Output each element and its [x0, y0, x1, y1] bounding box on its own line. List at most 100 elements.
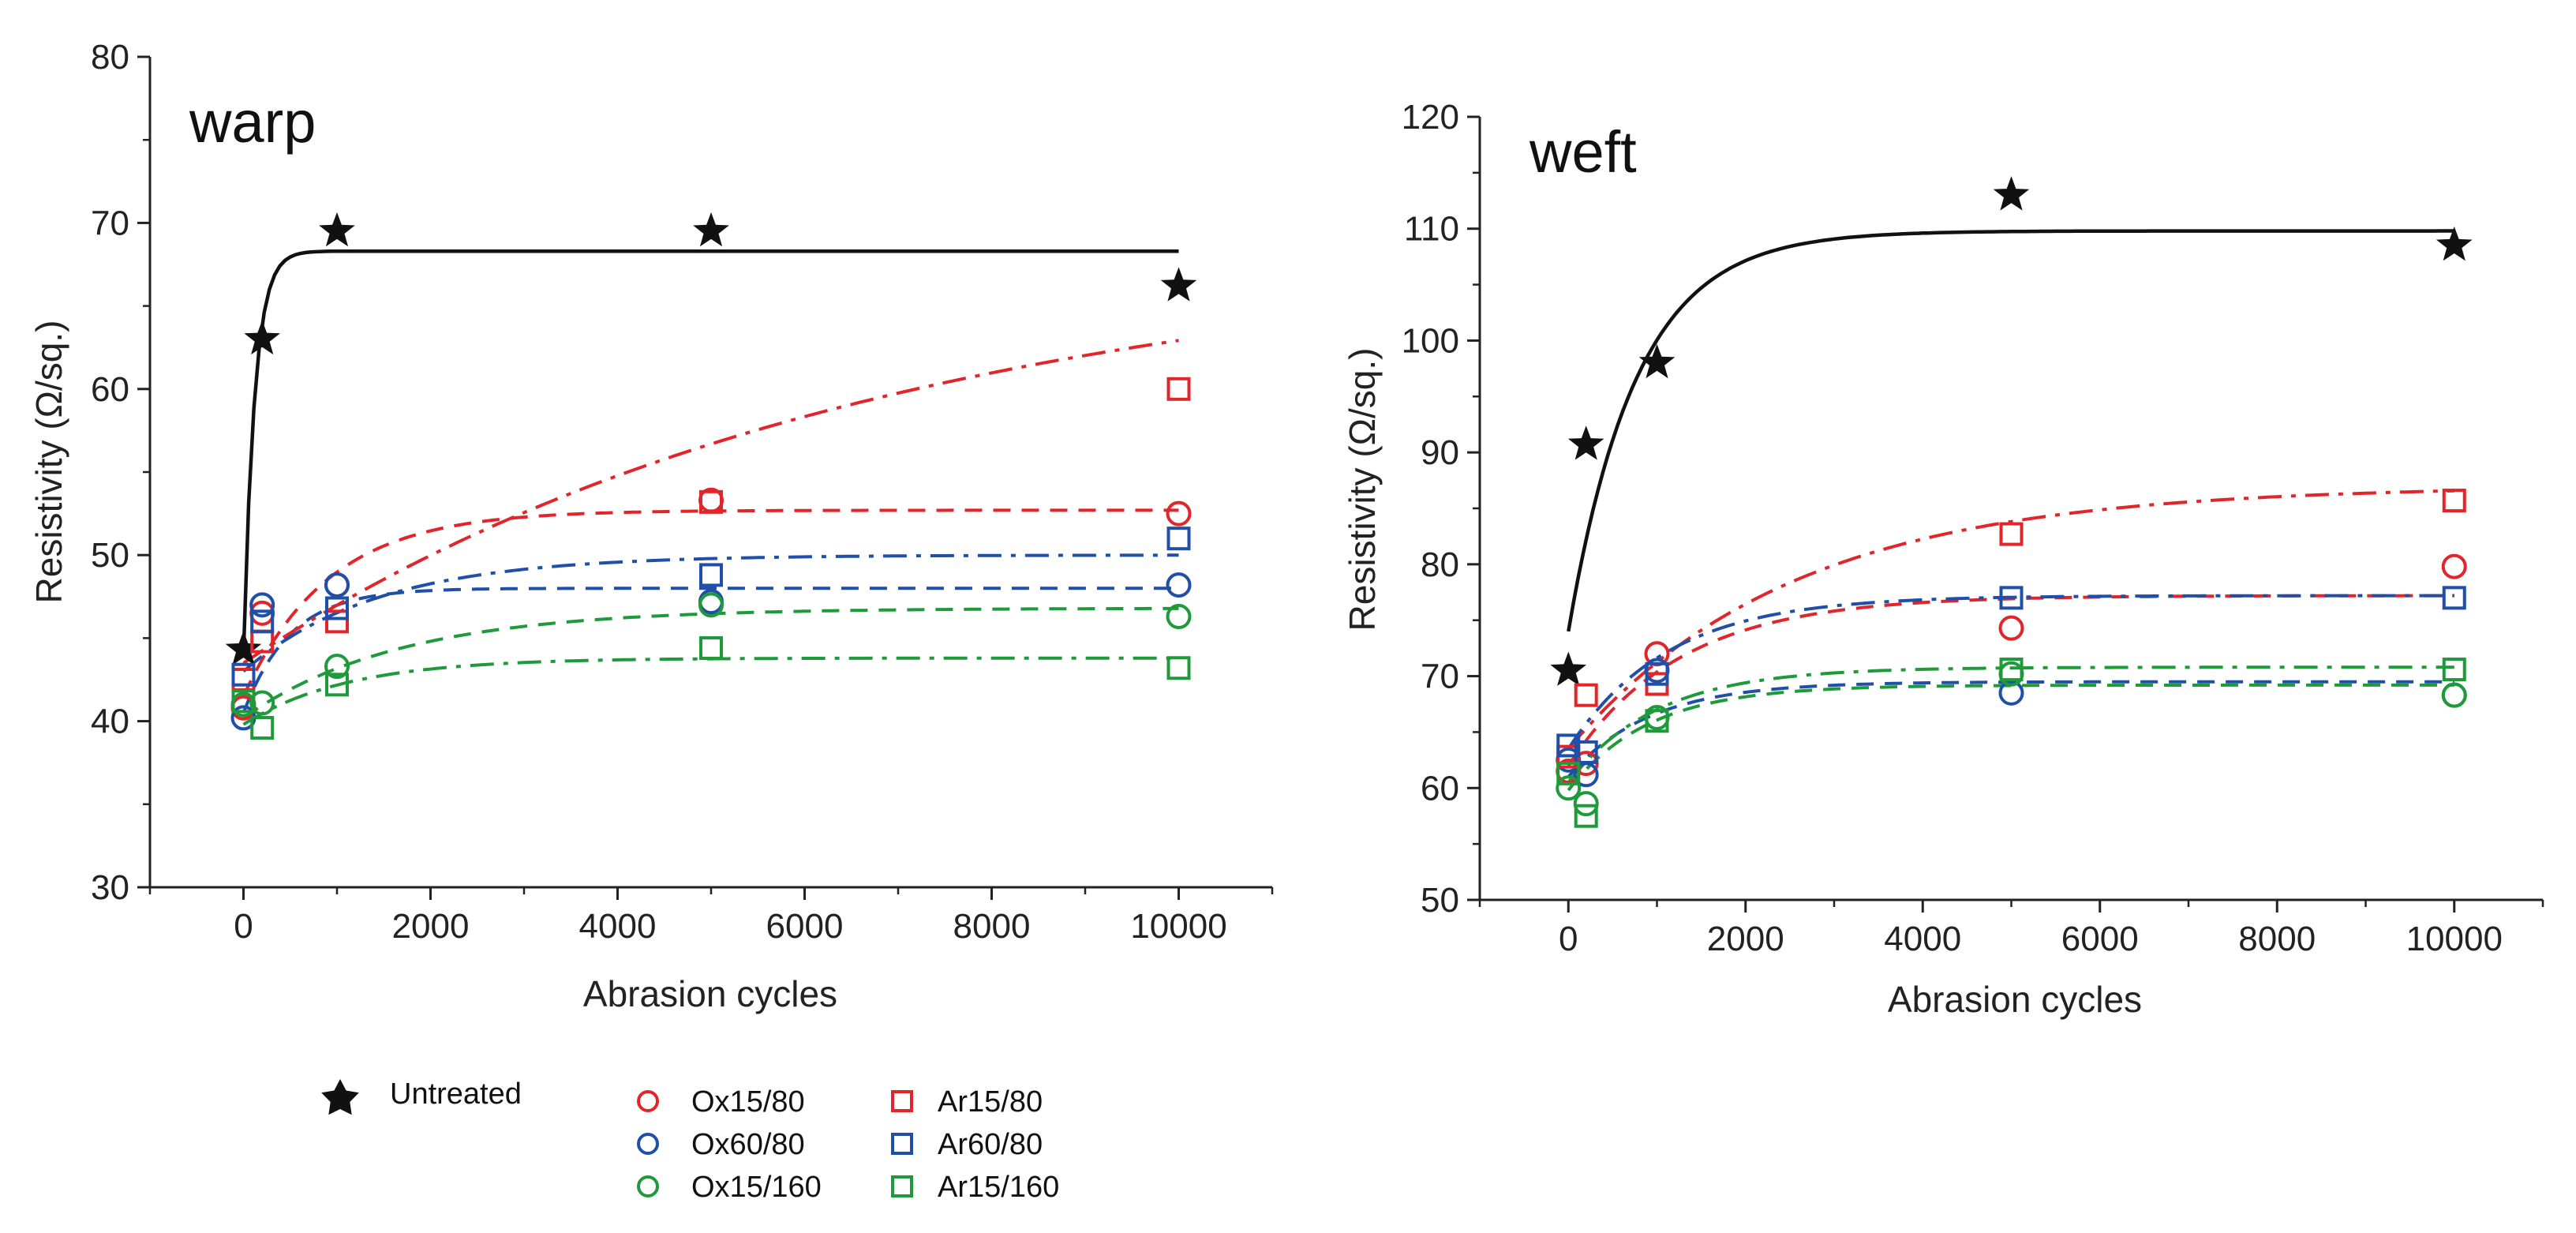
legend-item-untreated: Untreated: [321, 1077, 522, 1115]
weft-fit-line-ar15_80: [1567, 489, 2454, 750]
legend-square-marker: [891, 1090, 913, 1112]
warp-point-untreated: [225, 631, 262, 665]
weft-y-tick-label: 90: [1421, 433, 1459, 472]
warp-y-axis-title: Resistivity (Ω/sq.): [28, 320, 69, 604]
warp-point-ox60_80: [1166, 572, 1192, 598]
weft-x-tick-label: 4000: [1884, 920, 1961, 958]
legend-circle-marker: [637, 1175, 659, 1197]
warp-point-ox15_160: [324, 654, 350, 680]
warp-point-ar15_80: [1166, 377, 1191, 401]
warp-point-ar60_80: [250, 609, 275, 634]
weft-x-tick-label: 10000: [2406, 920, 2503, 958]
weft-point-untreated: [1993, 176, 2030, 211]
weft-x-tick-label: 6000: [2061, 920, 2139, 958]
weft-point-ar15_160: [2442, 658, 2466, 682]
warp-point-ox15_160: [1166, 604, 1192, 630]
weft-x-tick-label: 8000: [2238, 920, 2316, 958]
warp-fit-line-ar60_80: [242, 553, 1179, 673]
weft-point-ox15_160: [2441, 682, 2467, 708]
warp-point-ox15_80: [1166, 500, 1192, 527]
warp-x-tick-label: 0: [234, 907, 253, 946]
weft-fit-line-ox15_160: [1567, 683, 2454, 792]
warp-x-tick-label: 6000: [766, 907, 844, 946]
warp-point-ar15_160: [231, 689, 256, 714]
warp-point-ar60_80: [1166, 527, 1191, 551]
weft-x-axis-title: Abrasion cycles: [1888, 979, 2142, 1020]
legend-circle-marker: [637, 1133, 659, 1155]
warp-point-ox15_160: [698, 592, 724, 618]
warp-chart-title: warp: [189, 89, 316, 155]
legend-label-ar15-160: Ar15/160: [938, 1171, 1059, 1204]
warp-x-tick-label: 2000: [392, 907, 470, 946]
legend-item-ox60-80: Ox60/80: [637, 1128, 805, 1161]
legend-label-ox15-160: Ox15/160: [691, 1171, 822, 1204]
legend-circle-marker: [637, 1090, 659, 1112]
legend-item-ar60-80: Ar60/80: [891, 1128, 1043, 1161]
warp-point-untreated: [693, 212, 729, 247]
warp-x-tick-label: 8000: [953, 907, 1031, 946]
weft-point-ar15_160: [1556, 761, 1581, 785]
warp-y-tick-label: 40: [91, 703, 129, 741]
weft-point-ar15_80: [1574, 683, 1598, 707]
weft-y-tick-label: 120: [1402, 98, 1459, 137]
warp-fit-line-untreated: [242, 249, 1179, 655]
weft-point-untreated: [1638, 343, 1676, 379]
legend-label-untreated: Untreated: [390, 1077, 522, 1111]
warp-markers: [225, 212, 1197, 740]
weft-point-ar60_80: [1999, 586, 2024, 610]
legend-item-ox15-80: Ox15/80: [637, 1085, 805, 1119]
warp-y-tick-label: 70: [91, 204, 129, 242]
weft-y-tick-label: 70: [1421, 658, 1459, 696]
weft-x-tick-label: 2000: [1707, 920, 1784, 958]
weft-point-ar15_160: [1574, 804, 1598, 828]
weft-point-ar15_160: [1999, 658, 2024, 682]
warp-x-tick-label: 4000: [579, 907, 657, 946]
warp-point-untreated: [319, 212, 355, 247]
weft-point-ar15_160: [1645, 709, 1669, 733]
legend-item-ar15-160: Ar15/160: [891, 1171, 1059, 1204]
weft-y-axis-title: Resistivity (Ω/sq.): [1342, 348, 1383, 631]
warp-point-ar15_160: [699, 636, 723, 661]
weft-point-ar15_80: [1999, 522, 2024, 546]
weft-point-untreated: [1567, 425, 1604, 460]
legend-label-ar15-80: Ar15/80: [938, 1085, 1043, 1119]
warp-x-axis-title: Abrasion cycles: [583, 973, 837, 1014]
warp-point-ar60_80: [699, 563, 723, 587]
weft-point-ox15_80: [1998, 615, 2024, 641]
warp-point-ox60_80: [324, 572, 350, 598]
warp-point-untreated: [1160, 267, 1197, 302]
legend-star-marker: [321, 1079, 359, 1115]
weft-fit-line-ar15_160: [1567, 665, 2454, 784]
legend-item-ox15-160: Ox15/160: [637, 1171, 822, 1204]
weft-point-ox60_80: [1998, 680, 2024, 706]
weft-y-tick-label: 110: [1404, 210, 1459, 249]
legend-label-ar60-80: Ar60/80: [938, 1128, 1043, 1161]
warp-y-tick-label: 80: [91, 38, 129, 77]
warp-point-ar60_80: [231, 662, 256, 687]
warp-fit-line-ar15_80: [242, 339, 1179, 665]
legend-square-marker: [891, 1175, 913, 1197]
weft-markers: [1550, 176, 2473, 828]
weft-point-ar15_80: [2442, 489, 2466, 513]
weft-y-tick-label: 100: [1402, 321, 1459, 360]
legend-label-ox60-80: Ox60/80: [691, 1128, 805, 1161]
weft-x-tick-label: 0: [1559, 920, 1578, 958]
weft-fit-line-ar60_80: [1567, 594, 2454, 750]
weft-point-untreated: [1550, 651, 1587, 686]
weft-axes: 50 60 70 80 90 100 110 120 0 2000 4000 6000 8000 1000…: [1402, 98, 2544, 958]
warp-point-ar15_160: [325, 673, 349, 697]
warp-point-ar15_160: [1166, 656, 1191, 680]
warp-axes: 30 40 50 60 70 80 0 2000 4000 6000 8000 10000: [91, 38, 1274, 946]
warp-point-ar60_80: [325, 596, 349, 620]
weft-point-ox15_160: [1573, 791, 1599, 817]
weft-y-tick-label: 60: [1421, 769, 1459, 808]
legend: Untreated Ox15/80 Ox60/80 Ox15/160 Ar15/…: [321, 1077, 1059, 1204]
legend-label-ox15-80: Ox15/80: [691, 1085, 805, 1119]
warp-point-ar15_160: [250, 716, 275, 740]
warp-x-tick-label: 10000: [1130, 907, 1226, 946]
warp-point-ar15_80: [325, 609, 349, 634]
warp-point-ox15_160: [249, 690, 275, 716]
weft-y-tick-label: 50: [1421, 881, 1459, 920]
